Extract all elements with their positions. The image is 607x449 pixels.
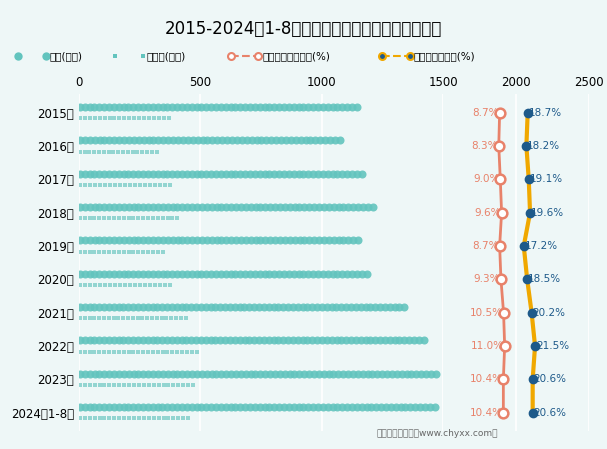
Text: 存货(亿元): 存货(亿元) — [50, 51, 83, 61]
Text: 20.6%: 20.6% — [534, 374, 566, 384]
Text: 9.6%: 9.6% — [474, 207, 501, 218]
Text: 10.4%: 10.4% — [469, 408, 503, 418]
Text: 9.0%: 9.0% — [473, 174, 500, 184]
Text: 20.2%: 20.2% — [532, 308, 566, 318]
Text: 18.5%: 18.5% — [528, 274, 561, 284]
Text: 存货占总资产比(%): 存货占总资产比(%) — [414, 51, 476, 61]
Text: 8.7%: 8.7% — [472, 108, 499, 118]
Text: 10.5%: 10.5% — [470, 308, 503, 318]
Text: 21.5%: 21.5% — [536, 341, 569, 351]
Text: 17.2%: 17.2% — [524, 241, 558, 251]
Text: 20.6%: 20.6% — [534, 408, 566, 418]
Text: 19.6%: 19.6% — [531, 207, 564, 218]
Text: 8.7%: 8.7% — [472, 241, 499, 251]
Text: 18.2%: 18.2% — [527, 141, 560, 151]
Text: 18.7%: 18.7% — [529, 108, 561, 118]
Text: 10.4%: 10.4% — [469, 374, 503, 384]
Text: 8.3%: 8.3% — [472, 141, 498, 151]
Text: 11.0%: 11.0% — [471, 341, 504, 351]
Text: 存货占流动资产比(%): 存货占流动资产比(%) — [262, 51, 330, 61]
Text: 9.3%: 9.3% — [473, 274, 500, 284]
Text: 产成品(亿元): 产成品(亿元) — [147, 51, 186, 61]
Text: 2015-2024年1-8月造纸和纸制品业企业存货统计图: 2015-2024年1-8月造纸和纸制品业企业存货统计图 — [165, 20, 442, 38]
Text: 制图：智研咨询（www.chyxx.com）: 制图：智研咨询（www.chyxx.com） — [376, 429, 498, 438]
Text: 19.1%: 19.1% — [530, 174, 563, 184]
